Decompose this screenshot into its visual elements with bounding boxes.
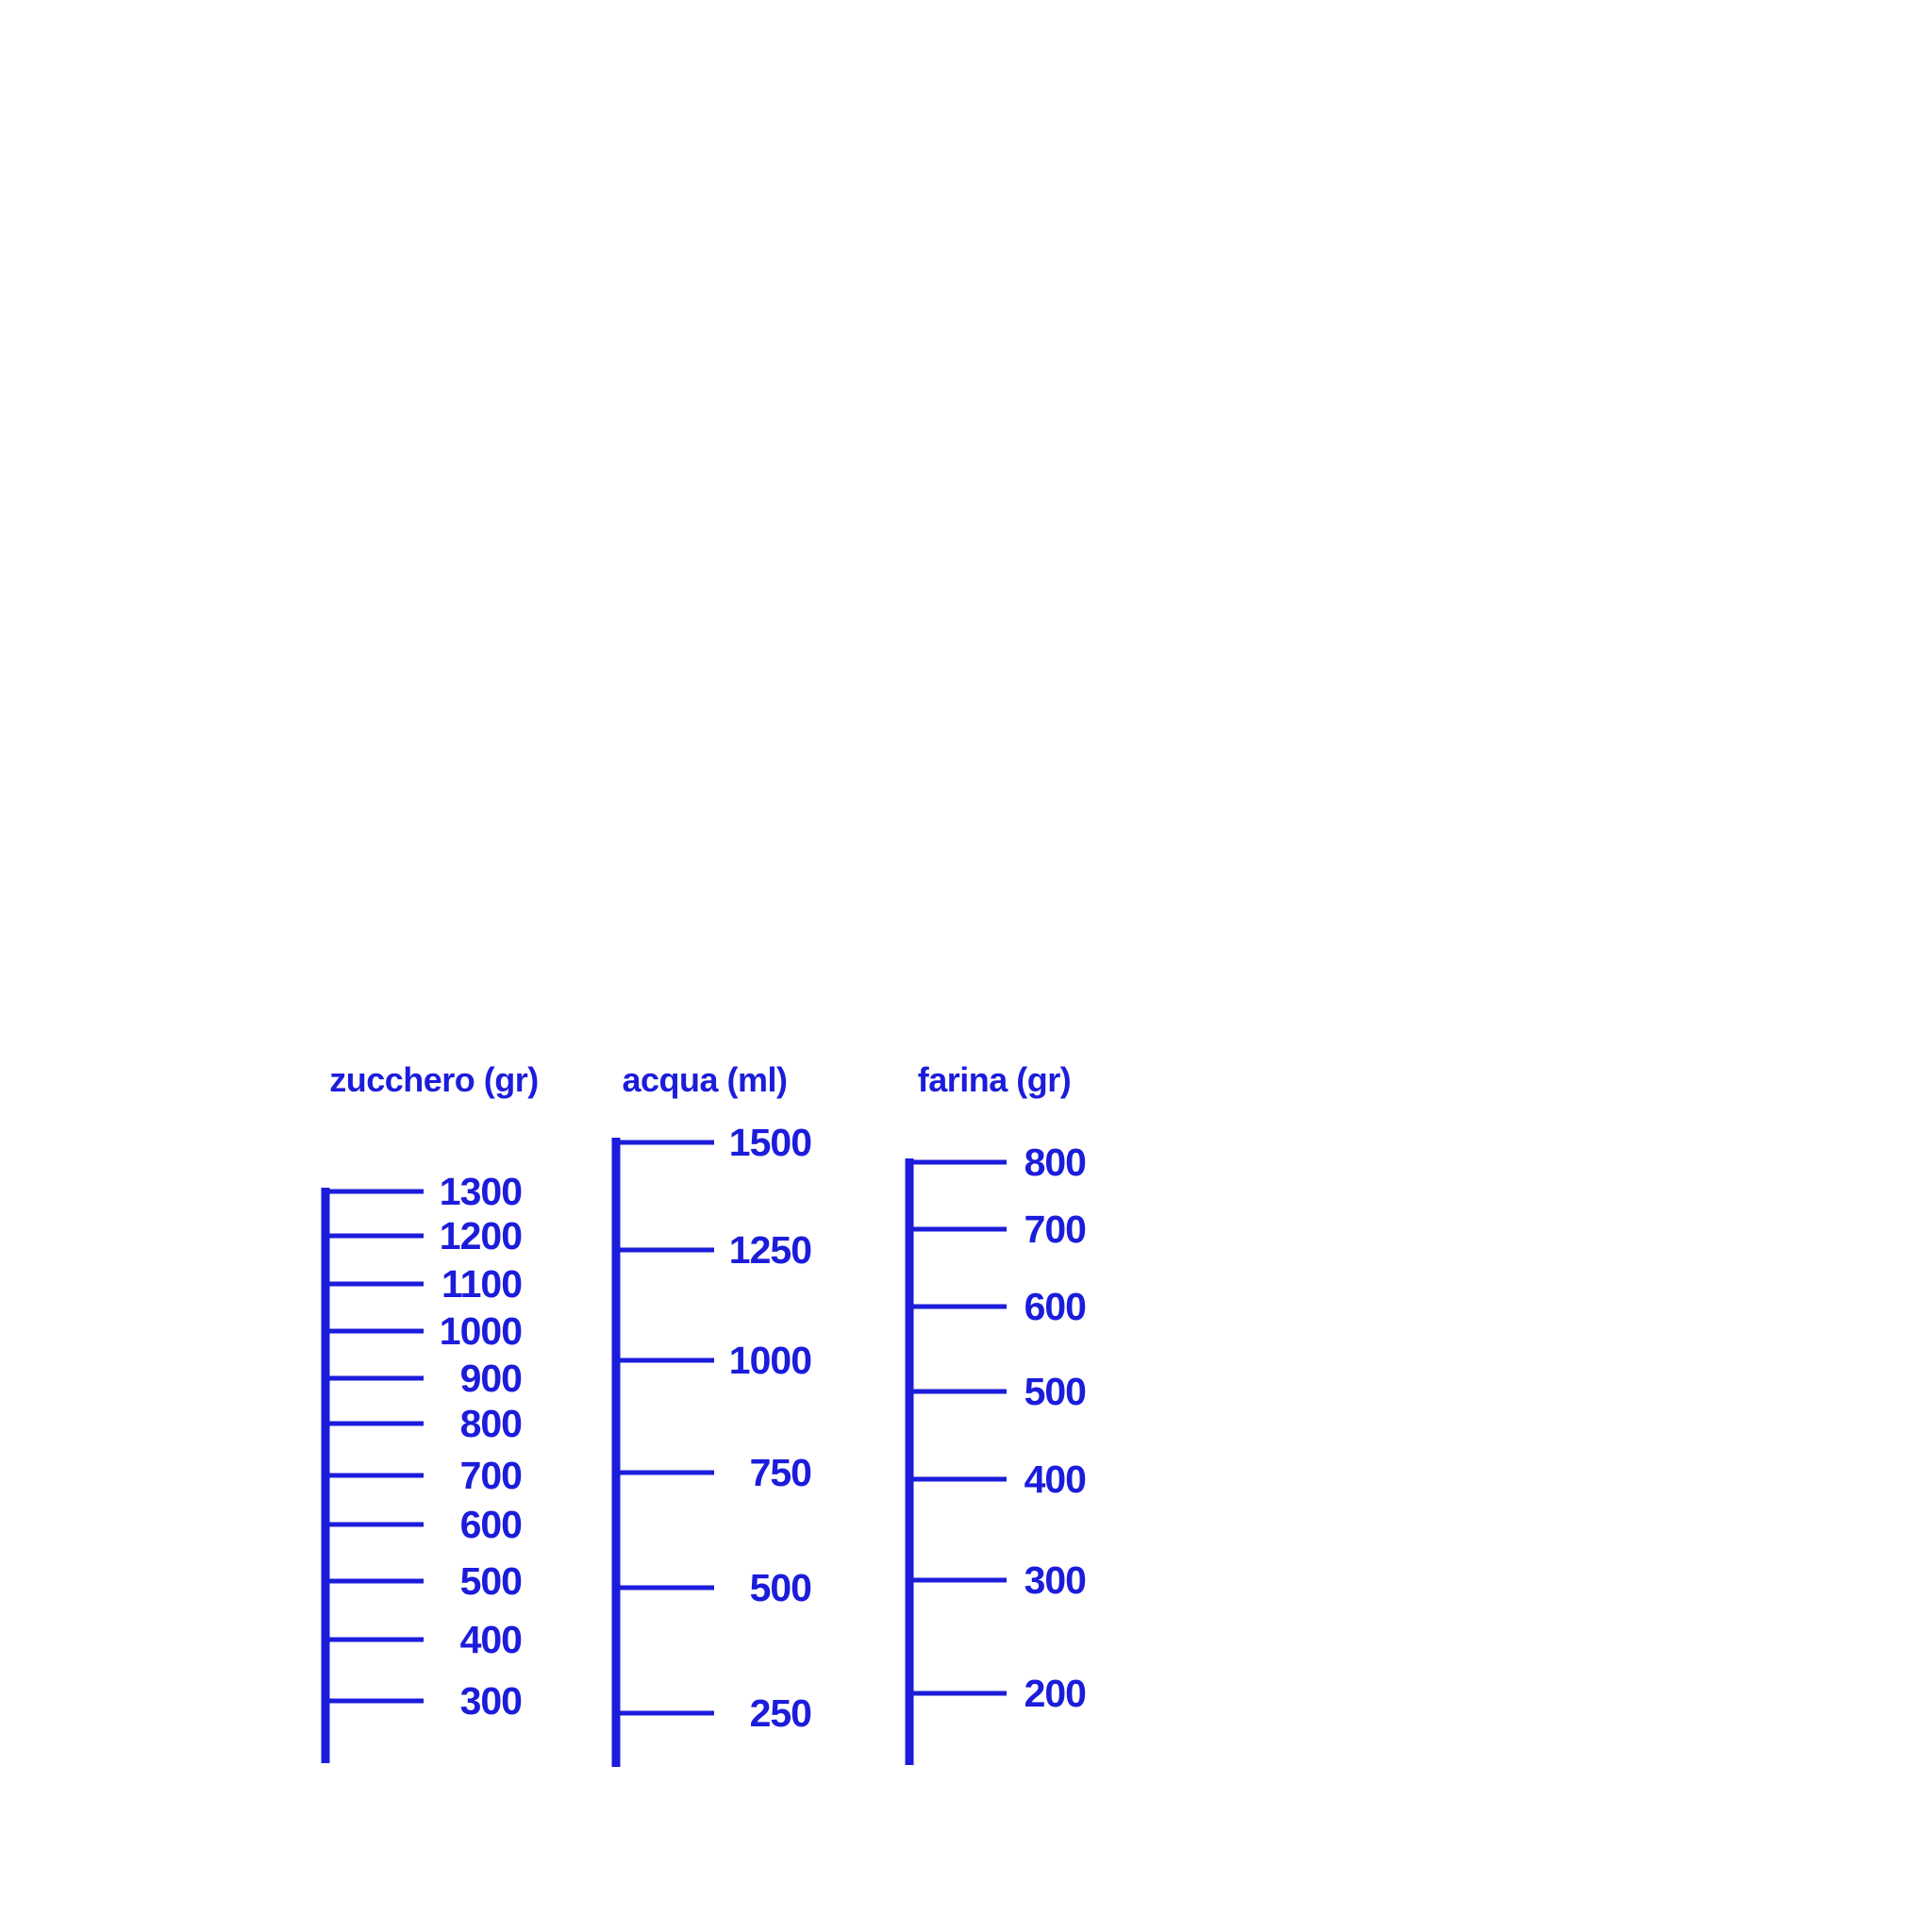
tick-label-zucchero: 1000: [440, 1309, 522, 1353]
tick-label-acqua: 1250: [729, 1228, 811, 1272]
scale-title-acqua: acqua (ml): [622, 1060, 788, 1099]
scale-title-zucchero: zucchero (gr): [329, 1060, 539, 1099]
tick-label-zucchero: 900: [460, 1357, 523, 1400]
scale-title-farina: farina (gr): [917, 1060, 1072, 1099]
tick-label-farina: 400: [1024, 1457, 1087, 1501]
tick-label-zucchero: 300: [460, 1679, 523, 1723]
tick-label-zucchero: 500: [460, 1559, 523, 1603]
tick-label-acqua: 250: [750, 1691, 812, 1735]
tick-label-acqua: 1000: [729, 1339, 811, 1382]
tick-label-acqua: 500: [750, 1566, 812, 1609]
tick-label-farina: 700: [1024, 1208, 1087, 1251]
tick-label-farina: 200: [1024, 1672, 1087, 1715]
tick-label-farina: 300: [1024, 1558, 1087, 1602]
tick-label-acqua: 750: [750, 1451, 812, 1494]
tick-label-zucchero: 400: [460, 1618, 523, 1661]
tick-label-zucchero: 1200: [440, 1214, 522, 1257]
tick-label-farina: 800: [1024, 1141, 1087, 1184]
tick-label-farina: 600: [1024, 1285, 1087, 1328]
tick-label-zucchero: 1300: [440, 1170, 522, 1213]
tick-label-zucchero: 1100: [441, 1262, 522, 1306]
tick-label-acqua: 1500: [729, 1121, 811, 1164]
tick-label-zucchero: 800: [460, 1402, 523, 1445]
tick-label-zucchero: 600: [460, 1503, 523, 1546]
tick-label-farina: 500: [1024, 1370, 1087, 1413]
tick-label-zucchero: 700: [460, 1454, 523, 1497]
